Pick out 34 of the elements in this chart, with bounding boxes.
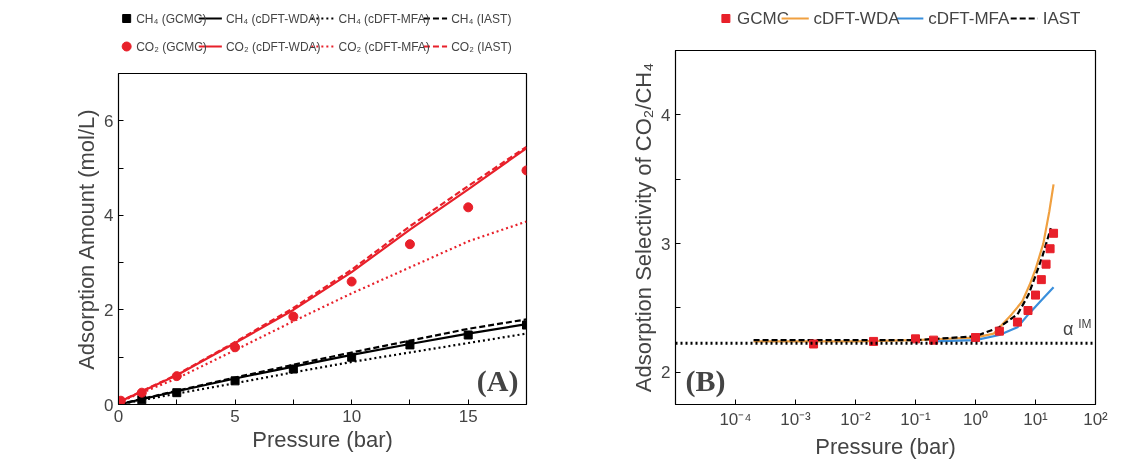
x-tick-label: 15	[458, 406, 478, 426]
y-axis-title: Adsorption Amount (mol/L)	[74, 109, 100, 370]
x-tick-label: 10⁻³	[780, 409, 812, 429]
annotation: (A)	[476, 363, 519, 398]
x-tick-label: 10⁰	[963, 409, 988, 429]
legend-label: CO₂ (IAST)	[451, 39, 512, 54]
x-tick-label: 10⁻⁴	[719, 409, 752, 429]
x-tick-label: 5	[230, 406, 240, 426]
legend-label: CO₂ (cDFT-WDA)	[225, 39, 321, 54]
x-tick-label: 10	[342, 406, 362, 426]
y-tick-label: 4	[104, 206, 114, 226]
legend-label: CO₂ (GCMC)	[136, 39, 207, 54]
legend-label: IAST	[1042, 9, 1081, 28]
x-axis-title: Pressure (bar)	[815, 433, 956, 459]
x-tick-label: 10⁻¹	[900, 409, 932, 429]
y-tick-label: 2	[104, 300, 114, 320]
legend-label: CO₂ (cDFT-MFA)	[338, 39, 430, 54]
x-axis-title: Pressure (bar)	[252, 426, 393, 452]
legend-label: cDFT-MFA	[928, 9, 1011, 28]
x-tick-label: 10²	[1083, 409, 1109, 429]
legend-label: CH₄ (GCMC)	[136, 11, 207, 26]
x-tick-label: 10⁻²	[840, 409, 872, 429]
x-tick-label: 10¹	[1023, 409, 1049, 429]
y-axis-title: Adsorption Selectivity of CO₂/CH₄	[631, 62, 657, 393]
legend-label: GCMC	[737, 9, 790, 28]
y-tick-label: 4	[661, 105, 671, 125]
y-tick-label: 2	[661, 363, 671, 383]
legend-label: cDFT-WDA	[813, 9, 901, 28]
legend-label: CH₄ (cDFT-MFA)	[338, 11, 430, 26]
y-tick-label: 3	[661, 234, 671, 254]
legend-label: CH₄ (cDFT-WDA)	[225, 11, 321, 26]
annotation: (B)	[685, 363, 726, 398]
legend-label: CH₄ (IAST)	[451, 11, 512, 26]
y-tick-label: 6	[104, 111, 114, 131]
